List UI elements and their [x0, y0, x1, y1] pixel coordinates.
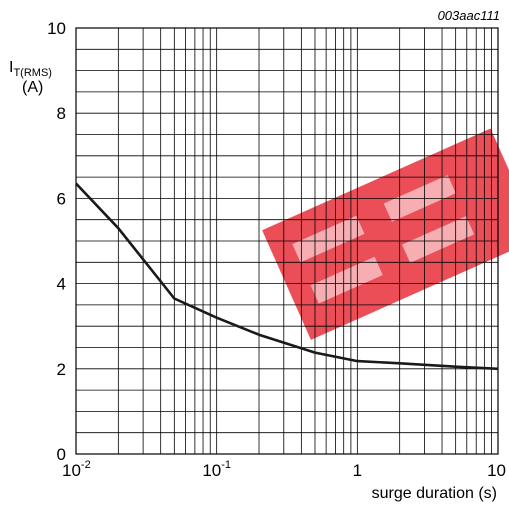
watermark-logo: [262, 128, 509, 340]
x-tick-label: 10: [487, 461, 506, 480]
series-line: [75, 182, 499, 371]
y-tick-label: 0: [57, 445, 66, 464]
y-tick-label: 4: [57, 275, 66, 294]
y-axis-label-main: I: [9, 59, 13, 76]
x-axis-label: surge duration (s): [372, 485, 497, 502]
x-tick-label: 1: [353, 461, 362, 480]
watermark-slot: [310, 256, 383, 304]
watermark-block: [262, 128, 509, 340]
y-tick-label: 8: [57, 104, 66, 123]
chart-code: 003aac111: [438, 8, 500, 23]
y-axis-label-sub: T(RMS): [13, 67, 52, 79]
plot-frame: [75, 27, 499, 455]
series: [75, 182, 499, 371]
y-tick-label: 6: [57, 189, 66, 208]
watermark-slot: [402, 216, 475, 263]
x-tick-label: 10-2: [62, 459, 91, 480]
grid: [75, 27, 499, 455]
y-axis-label: IT(RMS): [9, 59, 52, 79]
x-tick-label: 10-1: [202, 459, 231, 480]
watermark: [262, 128, 509, 340]
x-tick-labels: 10-2 10-1 1 10: [62, 459, 506, 480]
y-axis-unit: (A): [22, 79, 43, 96]
y-tick-label: 10: [47, 19, 66, 38]
watermark-slot: [292, 215, 365, 263]
y-tick-label: 2: [57, 360, 66, 379]
y-tick-labels: 0 2 4 6 8 10: [47, 19, 66, 464]
